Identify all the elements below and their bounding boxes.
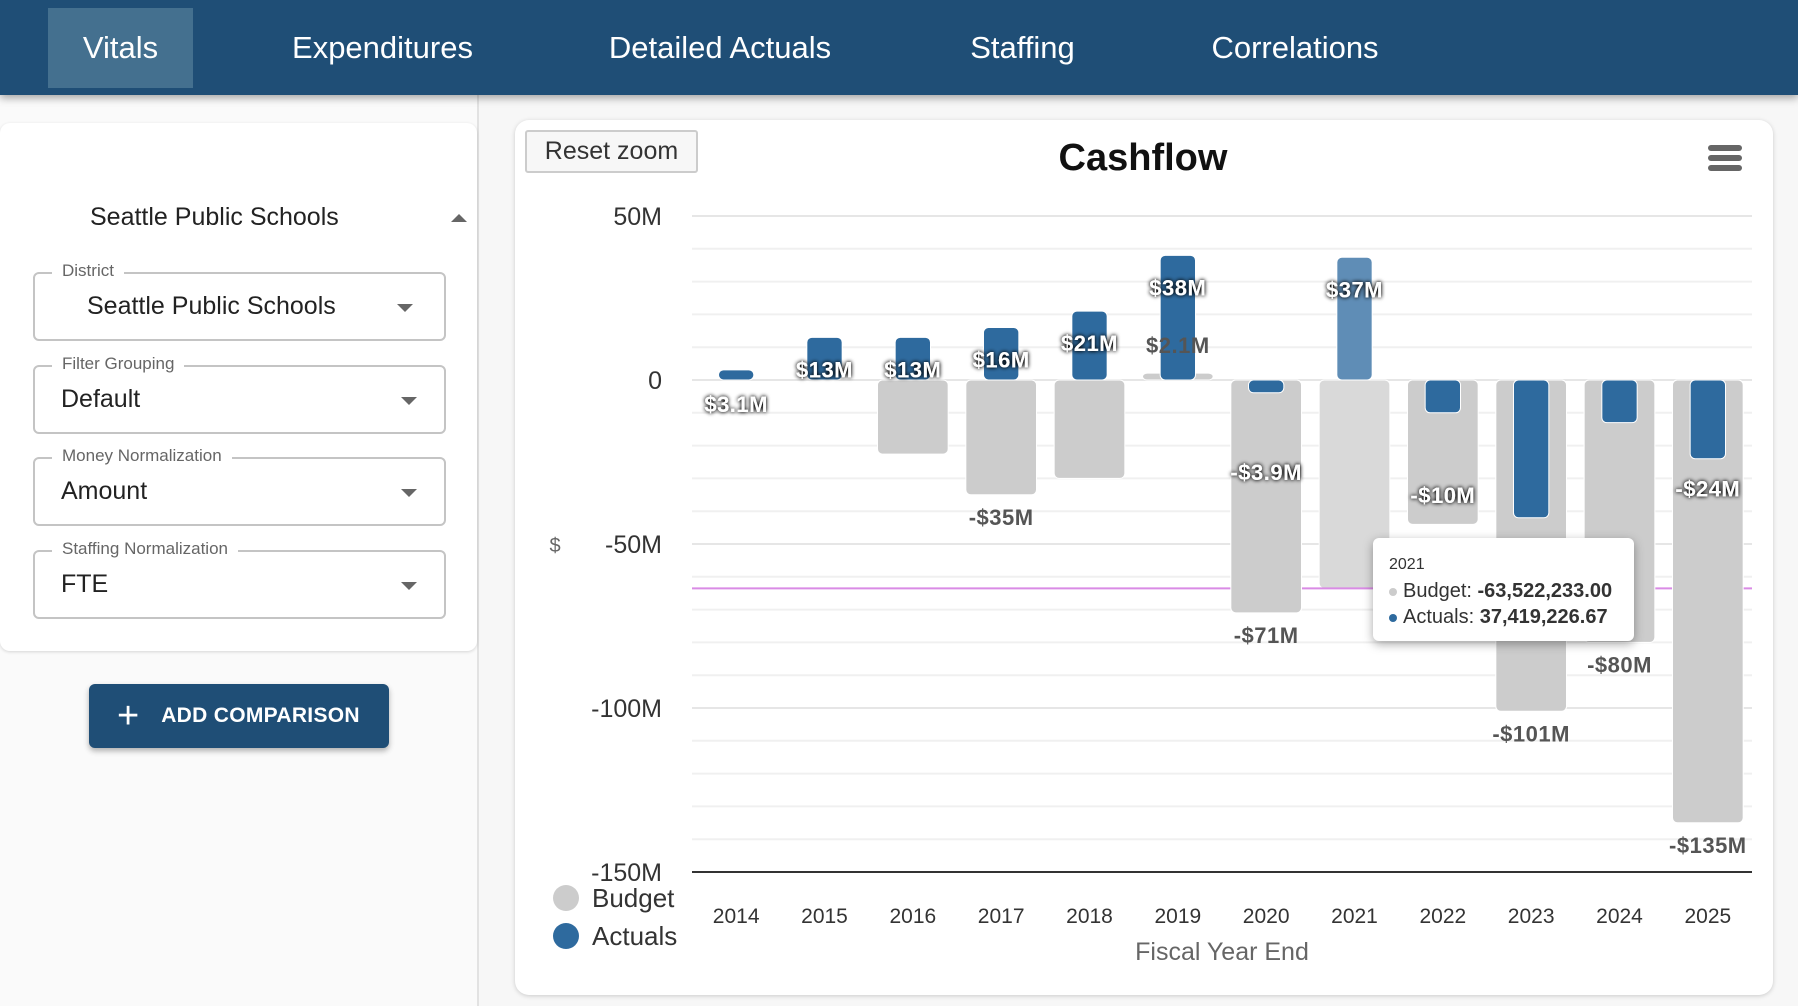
x-tick-label: 2017 [978,905,1025,928]
actuals-data-label: $38M [1149,275,1206,300]
filter-grouping-select[interactable]: Filter Grouping Default [33,354,446,434]
actuals-bar [806,336,843,381]
x-tick-label: 2015 [801,905,848,928]
tab-staffing[interactable]: Staffing [970,30,1075,65]
add-comparison-button[interactable]: + ADD COMPARISON [89,684,389,748]
budget-data-label: -$135M [1669,833,1747,858]
collapse-arrow-icon[interactable] [451,214,467,222]
tooltip-budget-label: Budget: [1403,580,1478,602]
chart-title: Cashflow [1059,137,1228,179]
actuals-data-label: $13M [796,357,853,382]
actuals-bar [1424,379,1461,414]
x-tick-label: 2018 [1066,905,1113,928]
actuals-dot-icon [1389,613,1397,622]
tooltip-actuals-label: Actuals: [1403,606,1480,628]
y-tick-label: 0 [648,367,662,395]
legend-actuals-marker [553,923,579,949]
money-normalization-label: Money Normalization [52,446,232,466]
legend-budget-marker [553,885,579,911]
hamburger-menu-icon[interactable] [1708,145,1742,173]
budget-bar [877,379,949,455]
staffing-normalization-label: Staffing Normalization [52,539,238,559]
add-comparison-label: ADD COMPARISON [161,704,360,727]
x-axis-title: Fiscal Year End [1135,938,1309,966]
x-tick-label: 2024 [1596,905,1643,928]
actuals-bar [1248,379,1285,394]
top-nav: Vitals Expenditures Detailed Actuals Sta… [0,0,1798,95]
x-tick-label: 2021 [1331,905,1378,928]
staffing-normalization-value: FTE [61,570,109,598]
y-tick-label: 50M [613,203,662,231]
dropdown-arrow-icon [401,582,417,590]
actuals-data-label: -$24M [1675,477,1740,502]
actuals-bar [1071,310,1108,381]
money-normalization-select[interactable]: Money Normalization Amount [33,446,446,526]
x-tick-label: 2019 [1154,905,1201,928]
tooltip-actuals-value: 37,419,226.67 [1479,606,1608,628]
y-tick-label: -100M [591,695,662,723]
actuals-bar [1601,379,1638,424]
budget-bar [965,379,1037,496]
dropdown-arrow-icon [397,304,413,312]
actuals-data-label: $37M [1326,277,1383,302]
actuals-bar [1336,256,1373,381]
staffing-normalization-select[interactable]: Staffing Normalization FTE [33,539,446,619]
budget-dot-icon [1389,587,1397,596]
budget-data-label: -$35M [969,505,1034,530]
budget-data-label: -$80M [1587,652,1652,677]
y-axis-title: $ [549,535,560,557]
card-title: Seattle Public Schools [90,203,339,231]
tooltip-actuals-row: Actuals: 37,419,226.67 [1389,604,1634,630]
legend-budget-label[interactable]: Budget [592,883,675,913]
budget-data-label: -$71M [1234,623,1299,648]
chart-tooltip: 2021 Budget: -63,522,233.00 Actuals: 37,… [1373,538,1634,641]
budget-data-label: -$101M [1492,721,1570,746]
filter-card: Seattle Public Schools District Seattle … [0,123,477,651]
tooltip-title: 2021 [1389,556,1425,573]
reset-zoom-button[interactable]: Reset zoom [525,130,698,173]
actuals-data-label: $21M [1061,331,1118,356]
actuals-bar [1513,379,1550,519]
district-label: District [52,261,124,281]
actuals-bar [1159,254,1196,381]
tab-detailed-actuals[interactable]: Detailed Actuals [608,30,832,65]
budget-bar-overlay [1230,379,1303,614]
x-tick-label: 2016 [889,905,936,928]
tooltip-budget-value: -63,522,233.00 [1477,580,1613,602]
x-tick-label: 2014 [713,905,760,928]
filter-grouping-label: Filter Grouping [52,354,185,374]
y-tick-label: -150M [591,859,662,887]
x-tick-label: 2020 [1243,905,1290,928]
dropdown-arrow-icon [401,489,417,497]
budget-data-label: $2.1M [1146,333,1210,358]
legend-actuals-label[interactable]: Actuals [592,921,677,951]
sidebar: Seattle Public Schools District Seattle … [0,95,479,1006]
tab-expenditures[interactable]: Expenditures [292,30,473,65]
actuals-data-label: -$10M [1410,483,1475,508]
budget-bar [1053,379,1126,479]
actuals-bar [894,336,932,381]
actuals-bar [1689,379,1726,460]
district-select[interactable]: District Seattle Public Schools [33,261,446,341]
actuals-bar [983,327,1020,381]
x-tick-label: 2023 [1508,905,1555,928]
actuals-data-label: $13M [884,357,941,382]
actuals-data-label: $3.1M [704,392,768,417]
plus-icon: + [117,695,140,737]
money-normalization-value: Amount [61,477,148,505]
tooltip-budget-row: Budget: -63,522,233.00 [1389,578,1634,604]
filter-grouping-value: Default [61,385,141,413]
y-tick-label: -50M [605,531,662,559]
actuals-bar [718,369,755,381]
tab-correlations[interactable]: Correlations [1211,30,1379,65]
dropdown-arrow-icon [401,397,417,405]
x-tick-label: 2022 [1419,905,1466,928]
district-value: Seattle Public Schools [87,292,336,320]
tab-vitals[interactable]: Vitals [48,8,193,88]
actuals-data-label: -$3.9M [1230,460,1301,485]
actuals-data-label: $16M [973,348,1030,373]
x-tick-label: 2025 [1684,905,1731,928]
